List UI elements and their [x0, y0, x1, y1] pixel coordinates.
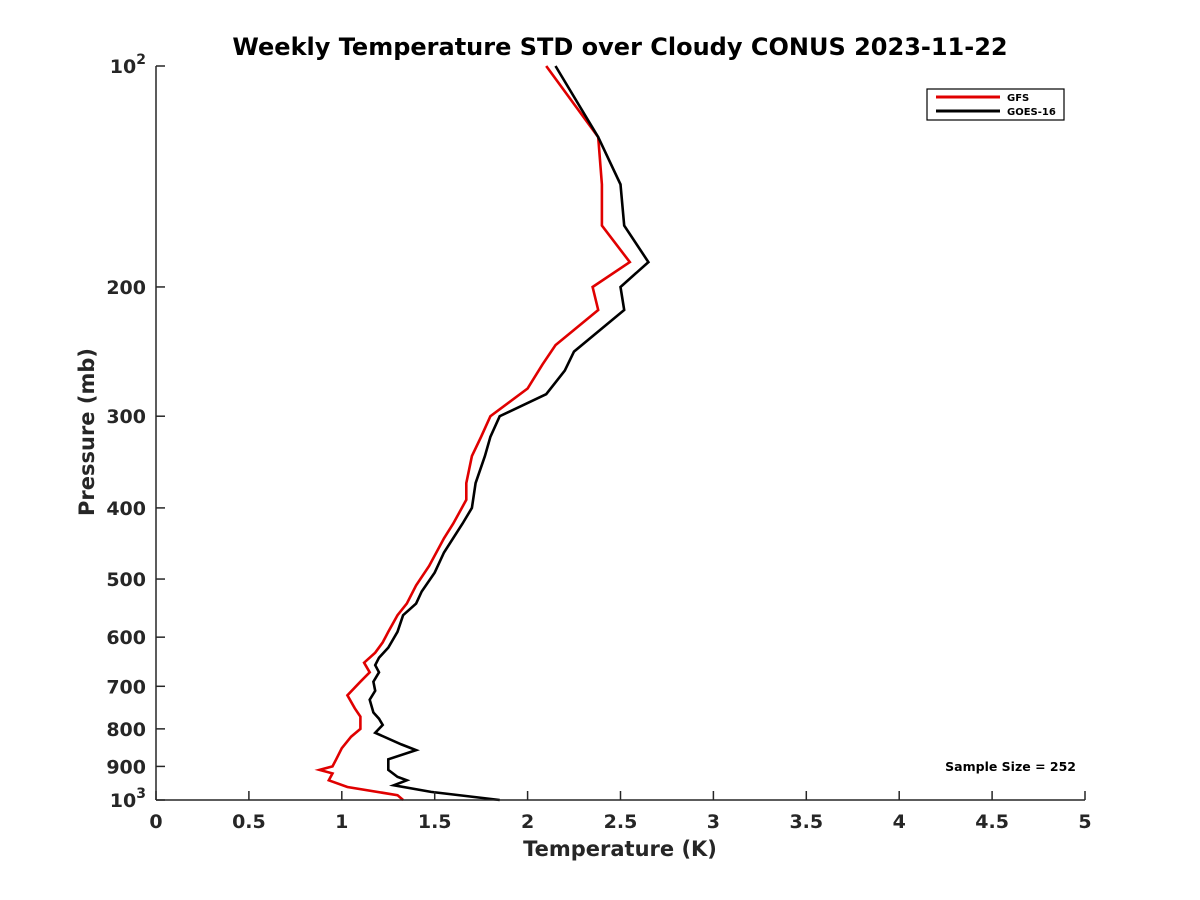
- chart-title: Weekly Temperature STD over Cloudy CONUS…: [232, 33, 1007, 61]
- x-tick-label: 3.5: [789, 811, 823, 833]
- y-tick-label: 103: [110, 786, 146, 812]
- x-tick-label: 1: [335, 811, 348, 833]
- y-tick-exponent: 3: [136, 786, 146, 802]
- sample-size-annotation: Sample Size = 252: [945, 759, 1076, 774]
- legend-label-gfs: GFS: [1007, 93, 1029, 104]
- y-tick-label: 400: [106, 498, 146, 520]
- x-axis-ticks: 0 0.5 1 1.5 2 2.5 3 3.5 4 4.5 5: [149, 791, 1092, 833]
- legend-box: [926, 88, 1065, 121]
- series-layer: [314, 65, 651, 802]
- y-tick-label: 800: [106, 719, 146, 741]
- y-tick-label: 700: [106, 676, 146, 698]
- series-line-goes-16: [368, 65, 651, 802]
- x-tick-label: 2.5: [604, 811, 638, 833]
- x-tick-label: 4: [893, 811, 906, 833]
- series-line-gfs: [314, 65, 632, 801]
- y-tick-label: 200: [106, 277, 146, 299]
- legend: GFS GOES-16: [926, 88, 1065, 121]
- x-tick-label: 0: [149, 811, 162, 833]
- x-tick-label: 2: [521, 811, 534, 833]
- y-tick-label: 600: [106, 627, 146, 649]
- y-tick-label: 102: [110, 52, 146, 78]
- x-tick-label: 5: [1078, 811, 1091, 833]
- y-tick-label: 300: [106, 406, 146, 428]
- legend-label-goes16: GOES-16: [1007, 107, 1056, 118]
- y-tick-exponent: 2: [136, 52, 146, 68]
- x-tick-label: 0.5: [232, 811, 266, 833]
- y-axis-label: Pressure (mb): [75, 348, 99, 516]
- y-tick-label: 500: [106, 569, 146, 591]
- x-tick-label: 4.5: [975, 811, 1009, 833]
- y-tick-base: 10: [110, 790, 136, 812]
- x-tick-label: 1.5: [418, 811, 452, 833]
- y-tick-base: 10: [110, 56, 136, 78]
- y-tick-label: 900: [106, 756, 146, 778]
- x-tick-label: 3: [707, 811, 720, 833]
- x-axis-label: Temperature (K): [523, 837, 717, 861]
